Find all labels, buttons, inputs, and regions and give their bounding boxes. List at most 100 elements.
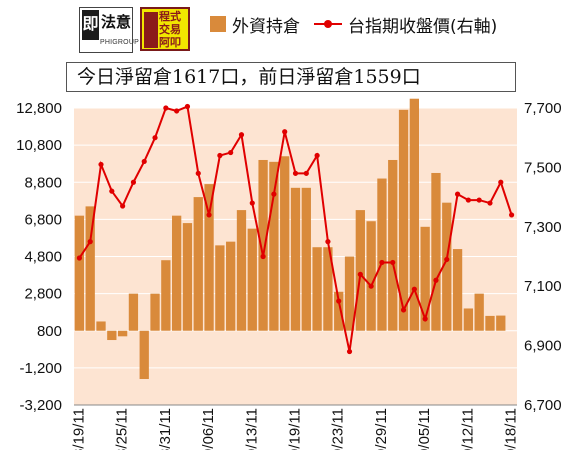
price-point	[109, 188, 115, 194]
y-tick-label-right: 6,700	[524, 397, 562, 414]
bar-mark	[463, 308, 474, 331]
price-point	[292, 170, 299, 176]
trading-logo-mark	[144, 12, 158, 48]
legend-line-swatch	[314, 16, 342, 32]
price-point	[400, 307, 407, 313]
bar-mark	[290, 187, 301, 331]
x-tick-label: 10/18/11	[503, 408, 520, 450]
bar-mark	[215, 245, 225, 331]
y-tick-label-right: 7,500	[524, 159, 562, 176]
position-summary-text: 今日淨留倉1617口，前日淨留倉1559口	[77, 66, 421, 88]
bar-mark	[172, 215, 182, 331]
bar-mark	[107, 330, 117, 341]
price-point	[444, 256, 450, 263]
y-tick-label-left: -3,200	[19, 397, 62, 414]
price-point	[271, 191, 277, 197]
phigroup-logo-subtitle: PHIGROUP	[100, 39, 139, 46]
bar-mark	[150, 293, 160, 331]
bar-mark	[398, 109, 409, 331]
price-point	[325, 239, 331, 245]
price-point	[206, 212, 212, 218]
y-tick-label-left: 6,800	[24, 211, 62, 228]
price-point	[174, 108, 180, 114]
bar-mark	[117, 330, 128, 337]
y-axis-left: 12,800 10,800 8,800 6,800 4,800 2,800 800 -1,20…	[16, 100, 62, 414]
y-tick-label-left: 10,800	[16, 137, 62, 154]
price-point	[454, 191, 461, 197]
bar-mark	[193, 197, 203, 331]
bar-mark	[269, 161, 279, 331]
legend-line-label: 台指期收盤價(右軸)	[348, 16, 498, 37]
bar-mark	[96, 321, 106, 331]
price-point	[120, 203, 126, 209]
price-point	[314, 152, 320, 159]
bar-series	[74, 98, 506, 380]
y-tick-label-left: 12,800	[16, 100, 62, 117]
legend-bar-label: 外資持倉	[232, 16, 300, 37]
bar-mark	[258, 159, 268, 331]
price-point	[282, 129, 288, 135]
price-point	[152, 135, 158, 141]
price-point	[433, 277, 439, 283]
bar-mark	[301, 187, 311, 331]
bar-mark	[74, 215, 85, 331]
price-point	[422, 316, 428, 322]
price-point	[508, 212, 515, 218]
bar-mark	[485, 315, 495, 331]
x-tick-label: 09/29/11	[373, 408, 390, 450]
x-tick-label: 08/31/11	[157, 408, 174, 450]
y-tick-label-right: 7,300	[524, 219, 562, 236]
bar-mark	[388, 159, 398, 331]
bar-mark	[355, 210, 365, 331]
price-point	[130, 179, 137, 185]
bar-mark	[312, 247, 322, 331]
price-point	[303, 170, 309, 176]
bar-mark	[452, 249, 463, 331]
bar-mark	[85, 206, 95, 331]
price-point	[195, 170, 201, 176]
x-tick-label: 10/12/11	[459, 408, 476, 450]
x-tick-label: 09/19/11	[287, 408, 304, 450]
y-tick-label-left: 8,800	[24, 174, 62, 191]
y-tick-label-right: 6,900	[524, 338, 562, 355]
price-point	[390, 259, 396, 266]
bar-mark	[247, 228, 257, 331]
legend-bar-swatch	[210, 16, 226, 32]
chart-legend: 外資持倉 台指期收盤價(右軸)	[210, 12, 498, 37]
x-tick-label: 09/06/11	[200, 408, 217, 450]
bar-mark	[280, 156, 290, 331]
price-point	[217, 152, 223, 159]
x-tick-label: 09/23/11	[330, 408, 347, 450]
trading-logo: 程式交易阿叩	[140, 7, 190, 51]
price-point	[487, 200, 493, 206]
bar-mark	[377, 178, 387, 331]
price-point	[357, 271, 363, 277]
price-point	[260, 253, 266, 260]
price-point	[368, 283, 374, 289]
y-tick-label-left: 800	[37, 323, 62, 340]
bar-mark	[161, 260, 171, 331]
price-point	[163, 105, 169, 111]
price-point	[98, 161, 104, 168]
phigroup-logo-mark: 即	[82, 10, 99, 40]
x-axis: 08/19/11 08/25/11 08/31/11 09/06/11 09/13/11…	[70, 404, 520, 450]
bar-mark	[474, 293, 484, 331]
price-point	[465, 197, 471, 203]
x-tick-label: 10/05/11	[416, 408, 433, 450]
price-point	[346, 348, 353, 355]
y-tick-label-left: 2,800	[24, 286, 62, 303]
position-summary-box: 今日淨留倉1617口，前日淨留倉1559口	[66, 62, 516, 92]
y-tick-label-right: 7,100	[524, 278, 562, 295]
price-point	[379, 259, 385, 266]
price-point	[336, 298, 342, 304]
phigroup-logo-name: 法意	[101, 13, 132, 31]
price-point	[411, 286, 417, 292]
x-tick-label: 09/13/11	[243, 408, 260, 450]
bar-mark	[236, 210, 247, 331]
x-tick-label: 08/19/11	[70, 408, 87, 450]
bar-mark	[226, 241, 236, 331]
price-point	[87, 239, 93, 245]
phigroup-logo: 即 法意 PHIGROUP	[79, 7, 139, 53]
line-series	[76, 103, 515, 355]
